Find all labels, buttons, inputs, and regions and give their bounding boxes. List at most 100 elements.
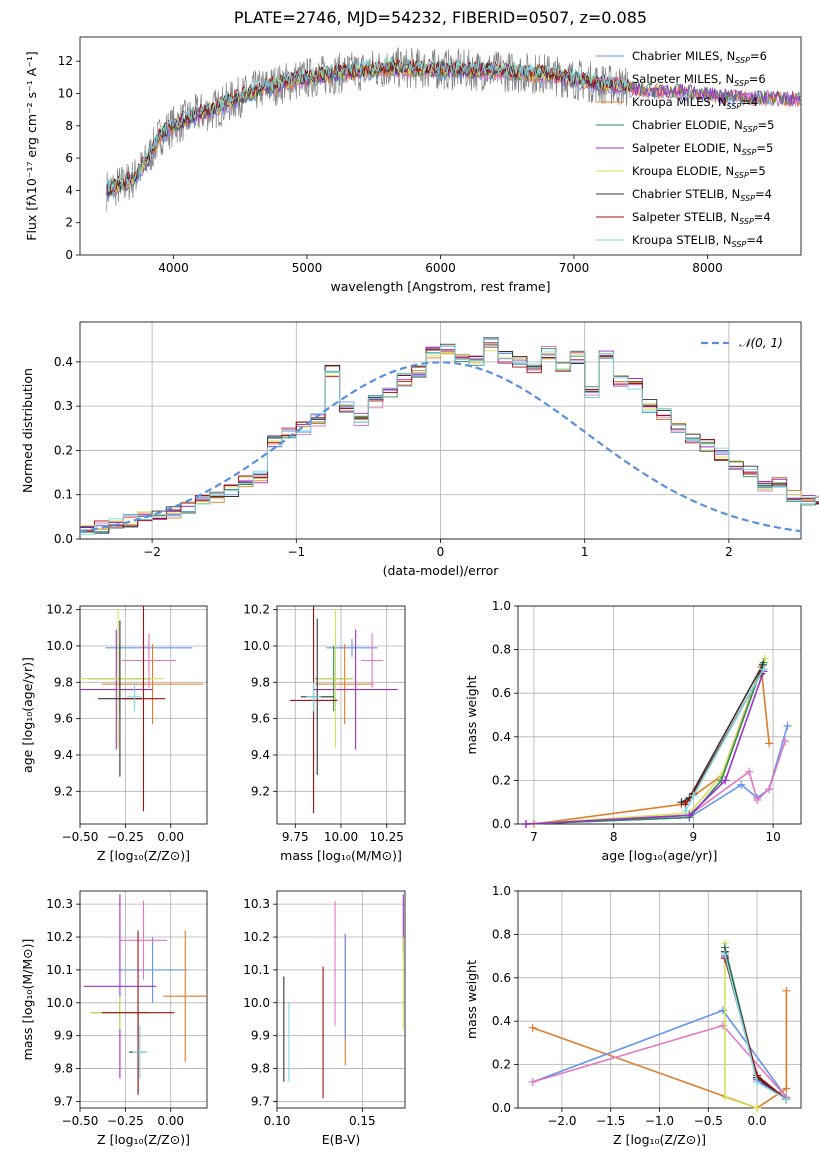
- spectrum-ytick-label: 8: [65, 119, 73, 133]
- weight-line: [525, 662, 765, 825]
- z_vs_age-ylabel: age [log₁₀(age/yr)]: [20, 657, 35, 773]
- weight-point: [528, 1023, 537, 1032]
- weight-point: [528, 1077, 537, 1086]
- spectrum-xtick-label: 5000: [292, 261, 323, 275]
- weight-point: [753, 796, 762, 805]
- legend-entry: Kroupa STELIB, NSSP=4: [632, 233, 763, 249]
- ebv_vs_mass-ytick-label: 10.0: [243, 996, 270, 1010]
- z_weights-ytick-label: 0.6: [492, 971, 511, 985]
- z_vs_mass-ytick-label: 9.8: [54, 1062, 73, 1076]
- weight-point: [681, 806, 690, 815]
- legend-entry: Kroupa MILES, NSSP=4: [632, 95, 758, 111]
- spectrum-ytick-label: 10: [58, 87, 73, 101]
- weight-point: [689, 791, 698, 800]
- weight-point: [721, 776, 730, 785]
- ebv_vs_mass-ytick-label: 9.9: [251, 1029, 270, 1043]
- weight-point: [765, 739, 774, 748]
- weight-point: [720, 1093, 729, 1102]
- spectrum-xtick-label: 7000: [559, 261, 590, 275]
- z_vs_mass-ytick-label: 9.9: [54, 1029, 73, 1043]
- z_vs_age-xtick-label: 0.00: [157, 830, 184, 844]
- weight-line: [525, 671, 765, 825]
- age_weights-xtick-label: 8: [610, 830, 618, 844]
- age_weights-ytick-label: 0.4: [492, 730, 511, 744]
- z_vs_age-ytick-label: 10.2: [46, 603, 73, 617]
- z_weights-ytick-label: 0.8: [492, 927, 511, 941]
- mass_vs_age-xtick-label: 9.75: [282, 830, 309, 844]
- weight-point: [765, 785, 774, 794]
- ebv_vs_mass-ytick-label: 10.1: [243, 963, 270, 977]
- weight-point: [782, 1084, 791, 1093]
- weight-point: [761, 654, 770, 663]
- weight-point: [720, 949, 729, 958]
- age_weights-xtick-label: 9: [690, 830, 698, 844]
- z_vs_age-ytick-label: 10.0: [46, 639, 73, 653]
- age_weights-ytick-label: 0.8: [492, 643, 511, 657]
- z_weights-xlabel: Z [log₁₀(Z/Z⊙)]: [613, 1132, 706, 1147]
- residual_hist-ylabel: Normed distribution: [20, 368, 35, 493]
- hist-series: 𝒩(0, 1): [79, 336, 819, 535]
- mass_vs_age-ytick-label: 9.8: [251, 675, 270, 689]
- hist-step-line: [80, 338, 819, 528]
- weight-point: [737, 780, 746, 789]
- z_weights-xtick-label: −0.5: [694, 1114, 723, 1128]
- age_weights-ytick-label: 0.0: [492, 817, 511, 831]
- legend-entry: Salpeter MILES, NSSP=6: [632, 72, 766, 88]
- mass_vs_age-points: [289, 606, 398, 814]
- spectrum-xlabel: wavelength [Angstrom, rest frame]: [330, 279, 550, 294]
- age_weights-axes: 7 8 9 10 0.0 0.2 0.4 0.6 0.8 1.0 age [log₁₀(age/yr…: [464, 599, 802, 863]
- z_vs_mass-ytick-label: 10.1: [46, 963, 73, 977]
- spectrum-axes: 4000 5000 6000 7000 8000 0 2 4 6 8 10 12 wavelength …: [24, 36, 802, 294]
- z_vs_age-axes: −0.50 −0.25 0.00 9.2 9.4 9.6 9.8 10.0 10.2 Z [log…: [20, 603, 208, 863]
- legend-entry: Chabrier STELIB, NSSP=4: [632, 187, 772, 203]
- spectrum-legend: Chabrier MILES, NSSP=6 Salpeter MILES, NS…: [596, 49, 774, 249]
- z_weights-xtick-label: −1.0: [645, 1114, 674, 1128]
- spectrum-xtick-label: 4000: [158, 261, 189, 275]
- residual_hist-xtick-label: −1: [287, 545, 305, 559]
- ebv_vs_mass-xlabel: E(B-V): [322, 1132, 361, 1147]
- age_weights-xtick-label: 10: [765, 830, 780, 844]
- age_weights-ylabel: mass weight: [464, 675, 479, 754]
- ebv_vs_mass-axes: 0.10 0.15 9.7 9.8 9.9 10.0 10.1 10.2 10.3 E(B-V): [243, 890, 406, 1147]
- z_vs_age-ytick-label: 9.2: [54, 784, 73, 798]
- weight-point: [759, 665, 768, 674]
- residual_hist-ytick-label: 0.2: [54, 443, 73, 457]
- legend-entry: Salpeter STELIB, NSSP=4: [632, 210, 771, 226]
- weight-point: [521, 820, 530, 828]
- normal-curve: [79, 361, 802, 533]
- z_vs_age-xlabel: Z [log₁₀(Z/Z⊙)]: [97, 848, 190, 863]
- ebv_vs_mass-ytick-label: 10.3: [243, 897, 270, 911]
- weight-line: [525, 725, 789, 825]
- age_weights-ytick-label: 1.0: [492, 599, 511, 613]
- residual_hist-xtick-label: −2: [143, 545, 161, 559]
- z_vs_mass-ytick-label: 9.7: [54, 1094, 73, 1108]
- z_weights-xtick-label: 0.0: [748, 1114, 767, 1128]
- z_vs_mass-ytick-label: 10.2: [46, 930, 73, 944]
- spectrum-ytick-label: 0: [65, 248, 73, 262]
- residual_hist-ytick-label: 0.1: [54, 488, 73, 502]
- weight-point: [782, 1095, 791, 1104]
- weight-point: [745, 767, 754, 776]
- weight-line: [525, 740, 786, 825]
- z_weights-ytick-label: 1.0: [492, 884, 511, 898]
- age_weights-ytick-label: 0.2: [492, 773, 511, 787]
- age_weights-xlabel: age [log₁₀(age/yr)]: [602, 848, 718, 863]
- z_vs_age-xtick-label: −0.50: [62, 830, 99, 844]
- ebv_vs_mass-xtick-label: 0.15: [349, 1114, 376, 1128]
- z_vs_mass-xlabel: Z [log₁₀(Z/Z⊙)]: [97, 1132, 190, 1147]
- weight-point: [753, 1077, 762, 1086]
- z_vs_mass-xtick-label: 0.00: [157, 1114, 184, 1128]
- spectrum-lines: [106, 47, 801, 212]
- z_weights-ytick-label: 0.2: [492, 1058, 511, 1072]
- legend-entry: Chabrier MILES, NSSP=6: [632, 49, 767, 65]
- z_vs_mass-axes: −0.50 −0.25 0.00 9.7 9.8 9.9 10.0 10.1 10.2 10.3 Z…: [20, 890, 208, 1147]
- ebv_vs_mass-points: [283, 894, 404, 1099]
- weight-point: [782, 986, 791, 995]
- spectrum-ytick-label: 4: [65, 183, 73, 197]
- ebv_vs_mass-ytick-label: 9.7: [251, 1094, 270, 1108]
- weight-point: [685, 811, 694, 820]
- hist-step-line: [80, 337, 819, 534]
- residual_hist-xtick-label: 0: [437, 545, 445, 559]
- hist-step-line: [80, 347, 819, 533]
